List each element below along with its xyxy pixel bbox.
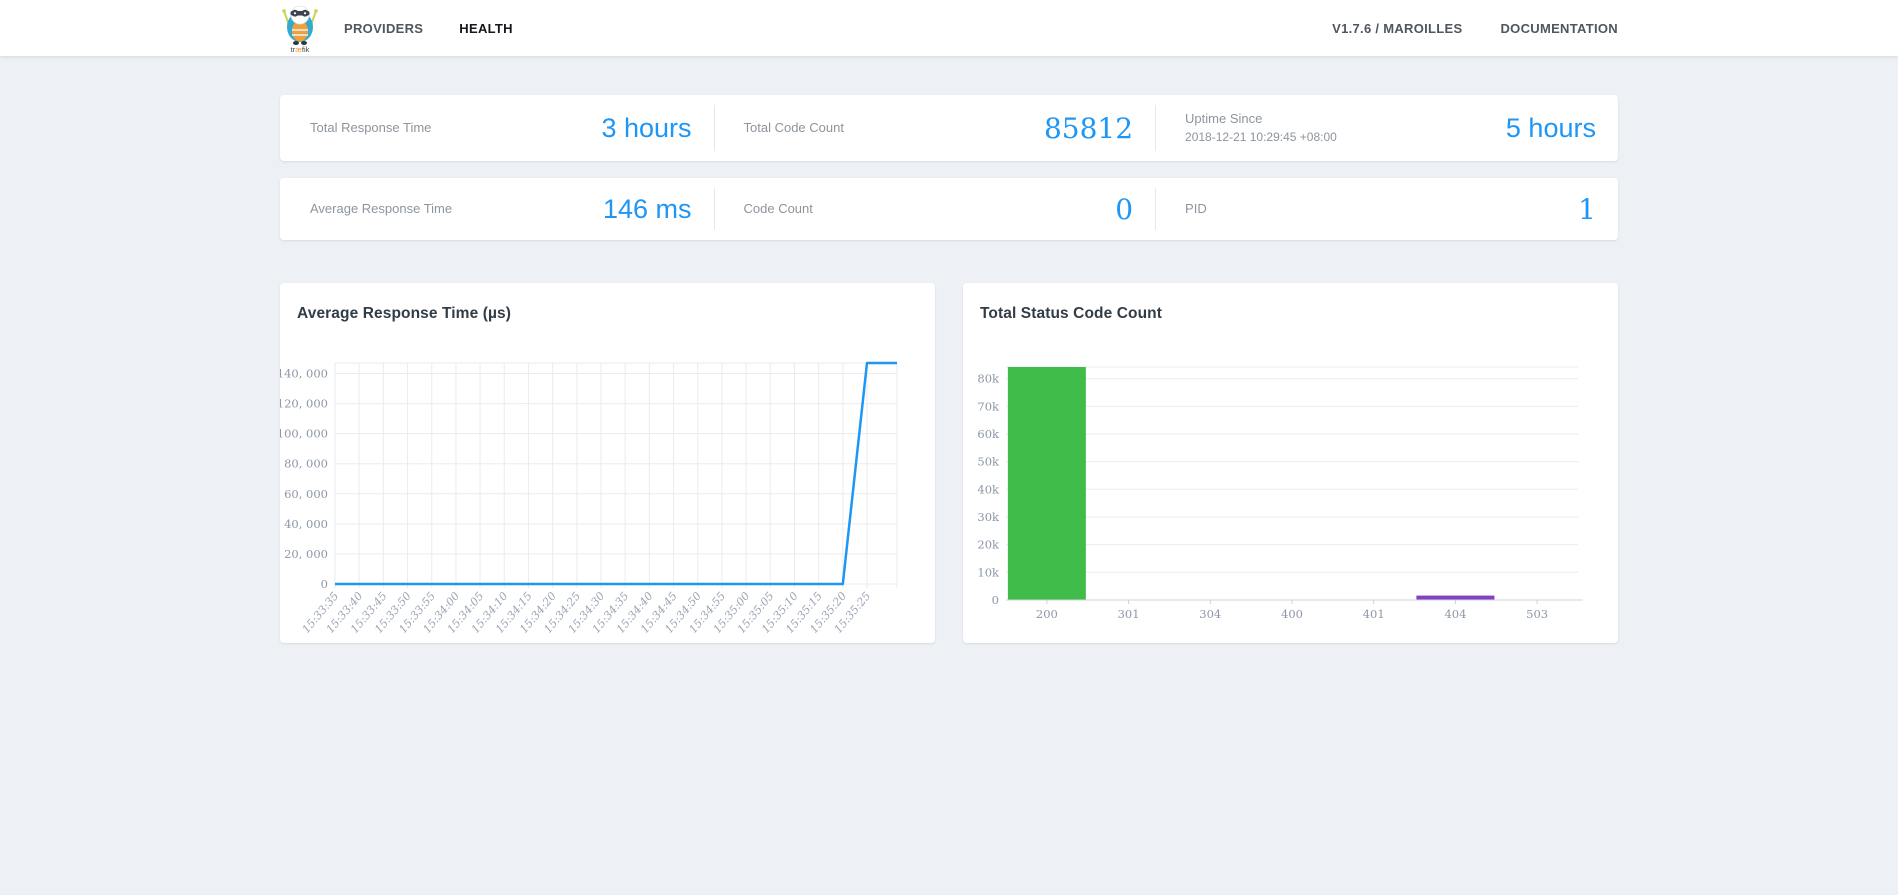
health-dashboard: Total Response Time 3 hours Total Code C… [280,95,1618,643]
y-tick-label: 60k [977,427,1000,441]
y-tick-label: 0 [321,577,328,591]
stat-code-count: Code Count 0 [713,178,1156,240]
stat-label: Code Count [743,201,813,217]
stats-card-row-2: Average Response Time 146 ms Code Count … [280,178,1618,240]
y-tick-label: 40k [977,482,1000,496]
y-tick-label: 10k [977,565,1000,579]
y-tick-label: 20k [977,538,1000,552]
stat-value: 3 hours [601,112,692,143]
stat-label: Total Code Count [743,120,844,136]
stat-total-code-count: Total Code Count 85812 [713,95,1156,161]
nav-item-providers[interactable]: PROVIDERS [344,20,424,36]
x-tick-label: 400 [1281,607,1303,621]
top-navigation-bar: træfik PROVIDERS HEALTH V1.7.6 / MAROILL… [0,0,1898,56]
x-tick-label: 404 [1444,607,1466,621]
y-tick-label: 0 [992,593,999,607]
stat-label: Average Response Time [310,201,453,217]
y-tick-label: 50k [977,455,1000,469]
documentation-link[interactable]: DOCUMENTATION [1500,20,1618,36]
x-tick-label: 301 [1118,607,1140,621]
y-tick-label: 120, 000 [280,397,328,411]
y-tick-label: 80, 000 [284,457,328,471]
traefik-logo[interactable]: træfik [280,3,320,53]
stat-value: 146 ms [602,193,692,224]
response-time-line [335,361,897,586]
average-response-time-line-chart: 0 20, 000 40, 000 60, 000 80, 000 100, 000 120… [280,361,898,636]
stat-value: 85812 [1043,111,1134,145]
charts-row: Average Response Time (µs) 0 20, 000 40, 0… [280,283,1618,643]
response-time-chart-card: Average Response Time (µs) 0 20, 000 40, 0… [280,283,935,643]
stat-average-response-time: Average Response Time 146 ms [280,178,714,240]
status-code-bar-200 [1007,367,1086,600]
y-tick-label: 20, 000 [284,547,328,561]
y-tick-label: 60, 000 [284,487,328,501]
version-link[interactable]: V1.7.6 / MAROILLES [1332,20,1463,36]
stat-label: Uptime Since [1185,111,1263,127]
brand-wordmark: træfik [291,45,310,53]
status-code-bar-404 [1416,595,1495,600]
stat-label: PID [1185,201,1207,217]
stat-total-response-time: Total Response Time 3 hours [280,95,714,161]
x-tick-label: 503 [1526,607,1548,621]
stat-value: 1 [1578,192,1596,226]
stats-card-row-1: Total Response Time 3 hours Total Code C… [280,95,1618,161]
x-tick-label: 401 [1363,607,1385,621]
stat-uptime: Uptime Since 2018-12-21 10:29:45 +08:00 … [1155,95,1618,161]
stat-value: 5 hours [1505,112,1596,143]
chart-title: Total Status Code Count [980,305,1162,322]
y-tick-label: 100, 000 [280,427,328,441]
y-tick-label: 80k [977,372,1000,386]
stat-value: 0 [1115,192,1134,226]
x-tick-label: 200 [1036,607,1058,621]
status-code-chart-card: Total Status Code Count 0 10k 20k 30k 40k 50k… [963,283,1618,643]
stat-pid: PID 1 [1155,178,1618,240]
y-tick-label: 140, 000 [280,367,328,381]
chart-title: Average Response Time (µs) [297,305,511,322]
nav-item-health[interactable]: HEALTH [459,20,513,36]
y-tick-label: 30k [977,510,1000,524]
stat-label: Total Response Time [310,120,432,136]
x-tick-label: 304 [1199,607,1221,621]
uptime-timestamp: 2018-12-21 10:29:45 +08:00 [1185,130,1337,144]
total-status-code-bar-chart: 0 10k 20k 30k 40k 50k 60k 70k 80k 200 301 304 400 401… [977,366,1583,621]
y-tick-label: 40, 000 [284,517,328,531]
y-tick-label: 70k [977,399,1000,413]
